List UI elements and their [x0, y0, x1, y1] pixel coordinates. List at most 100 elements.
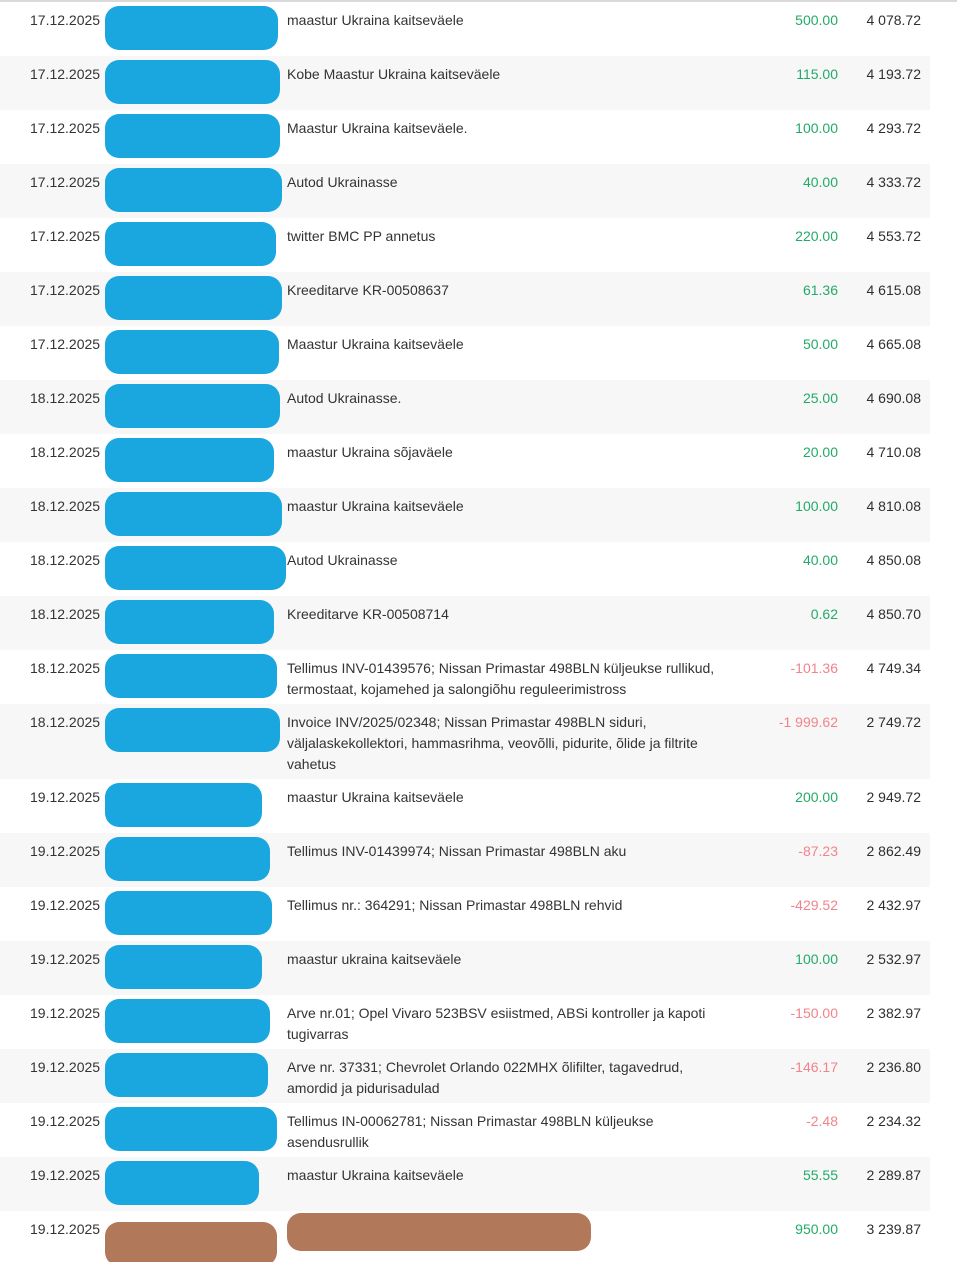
- transaction-row[interactable]: 17.12.2025 Kreeditarve KR-00508637 61.36…: [0, 272, 930, 326]
- redacted-payer-name: [105, 1107, 277, 1151]
- transaction-date: 19.12.2025: [30, 1167, 101, 1183]
- transaction-row[interactable]: 17.12.2025 twitter BMC PP annetus 220.00…: [0, 218, 930, 272]
- transaction-amount: -429.52: [790, 897, 838, 913]
- transaction-description: Tellimus nr.: 364291; Nissan Primastar 4…: [287, 897, 623, 913]
- transaction-row[interactable]: 19.12.2025 Tellimus IN-00062781; Nissan …: [0, 1103, 930, 1157]
- transaction-amount: 25.00: [802, 390, 838, 406]
- account-balance: 4 665.08: [866, 336, 922, 352]
- payer-cell: [105, 276, 287, 320]
- transaction-row[interactable]: 19.12.2025 maastur Ukraina kaitseväele 2…: [0, 779, 930, 833]
- transaction-description: Invoice INV/2025/02348; Nissan Primastar…: [287, 714, 698, 772]
- transaction-amount: 0.62: [810, 606, 838, 622]
- transaction-row[interactable]: 18.12.2025 Invoice INV/2025/02348; Nissa…: [0, 704, 930, 779]
- transaction-row[interactable]: 18.12.2025 Tellimus INV-01439576; Nissan…: [0, 650, 930, 704]
- account-balance: 3 239.87: [866, 1221, 922, 1237]
- account-balance: 4 749.34: [866, 660, 922, 676]
- transaction-row[interactable]: 17.12.2025 Maastur Ukraina kaitseväele. …: [0, 110, 930, 164]
- transaction-row[interactable]: 18.12.2025 maastur Ukraina kaitseväele 1…: [0, 488, 930, 542]
- redacted-payer-name: [105, 1053, 268, 1097]
- account-balance: 4 193.72: [866, 66, 922, 82]
- transaction-row[interactable]: 19.12.2025 Arve nr. 37331; Chevrolet Orl…: [0, 1049, 930, 1103]
- redacted-description: [287, 1213, 591, 1251]
- transaction-amount: 20.00: [802, 444, 838, 460]
- account-balance: 4 810.08: [866, 498, 922, 514]
- payer-cell: [105, 222, 287, 266]
- transaction-row[interactable]: 18.12.2025 Autod Ukrainasse 40.00 4 850.…: [0, 542, 930, 596]
- payer-cell: [105, 708, 287, 752]
- transaction-description: maastur ukraina kaitseväele: [287, 951, 462, 967]
- redacted-payer-name: [105, 6, 278, 50]
- account-balance: 4 293.72: [866, 120, 922, 136]
- payer-cell: [105, 492, 287, 536]
- payer-cell: [105, 891, 287, 935]
- payer-cell: [105, 654, 287, 698]
- payer-cell: [105, 945, 287, 989]
- transaction-description: Arve nr.01; Opel Vivaro 523BSV esiistmed…: [287, 1005, 706, 1042]
- redacted-payer-name: [105, 837, 270, 881]
- transaction-date: 19.12.2025: [30, 897, 101, 913]
- transaction-amount: 40.00: [802, 552, 838, 568]
- payer-cell: [105, 1053, 287, 1097]
- transaction-amount: 40.00: [802, 174, 838, 190]
- transaction-amount: 500.00: [795, 12, 838, 28]
- transaction-row[interactable]: 18.12.2025 maastur Ukraina sõjaväele 20.…: [0, 434, 930, 488]
- transaction-description: maastur Ukraina sõjaväele: [287, 444, 453, 460]
- transaction-date: 17.12.2025: [30, 120, 101, 136]
- transaction-description: maastur Ukraina kaitseväele: [287, 789, 464, 805]
- transaction-row[interactable]: 19.12.2025 maastur ukraina kaitseväele 1…: [0, 941, 930, 995]
- account-balance: 2 289.87: [866, 1167, 922, 1183]
- transaction-date: 17.12.2025: [30, 12, 101, 28]
- transaction-amount: -101.36: [790, 660, 838, 676]
- transaction-row[interactable]: 18.12.2025 Autod Ukrainasse. 25.00 4 690…: [0, 380, 930, 434]
- transaction-row[interactable]: 19.12.2025 950.00 3 239.87: [0, 1211, 930, 1262]
- redacted-payer-name: [105, 330, 279, 374]
- account-balance: 4 553.72: [866, 228, 922, 244]
- transaction-row[interactable]: 19.12.2025 maastur Ukraina kaitseväele 5…: [0, 1157, 930, 1211]
- transaction-row[interactable]: 17.12.2025 maastur Ukraina kaitseväele 5…: [0, 2, 930, 56]
- redacted-payer-name: [105, 945, 262, 989]
- payer-cell: [105, 1161, 287, 1205]
- transaction-amount: 55.55: [802, 1167, 838, 1183]
- transaction-row[interactable]: 19.12.2025 Arve nr.01; Opel Vivaro 523BS…: [0, 995, 930, 1049]
- transaction-row[interactable]: 19.12.2025 Tellimus INV-01439974; Nissan…: [0, 833, 930, 887]
- transaction-row[interactable]: 18.12.2025 Kreeditarve KR-00508714 0.62 …: [0, 596, 930, 650]
- transaction-row[interactable]: 17.12.2025 Maastur Ukraina kaitseväele 5…: [0, 326, 930, 380]
- transaction-date: 19.12.2025: [30, 789, 101, 805]
- transaction-date: 17.12.2025: [30, 228, 101, 244]
- account-balance: 2 382.97: [866, 1005, 922, 1021]
- transaction-amount: 100.00: [795, 951, 838, 967]
- transaction-date: 18.12.2025: [30, 390, 101, 406]
- transaction-description: Tellimus INV-01439576; Nissan Primastar …: [287, 660, 715, 697]
- transaction-amount: 950.00: [795, 1221, 838, 1237]
- transaction-date: 18.12.2025: [30, 444, 101, 460]
- transaction-row[interactable]: 17.12.2025 Autod Ukrainasse 40.00 4 333.…: [0, 164, 930, 218]
- transaction-date: 19.12.2025: [30, 1059, 101, 1075]
- transaction-date: 18.12.2025: [30, 714, 101, 730]
- transaction-date: 18.12.2025: [30, 498, 101, 514]
- redacted-payer-name: [105, 168, 282, 212]
- payer-cell: [105, 60, 287, 104]
- account-balance: 2 234.32: [866, 1113, 922, 1129]
- payer-cell: [105, 600, 287, 644]
- transaction-row[interactable]: 19.12.2025 Tellimus nr.: 364291; Nissan …: [0, 887, 930, 941]
- redacted-payer-name: [105, 654, 277, 698]
- redacted-payer-name: [105, 384, 280, 428]
- redacted-payer-name: [105, 276, 282, 320]
- account-balance: 2 949.72: [866, 789, 922, 805]
- transaction-date: 19.12.2025: [30, 951, 101, 967]
- transaction-row[interactable]: 17.12.2025 Kobe Maastur Ukraina kaitsevä…: [0, 56, 930, 110]
- transaction-description: Autod Ukrainasse: [287, 174, 398, 190]
- transaction-amount: 50.00: [802, 336, 838, 352]
- payer-cell: [105, 384, 287, 428]
- payer-cell: [105, 783, 287, 827]
- transaction-amount: 200.00: [795, 789, 838, 805]
- redacted-payer-name: [105, 492, 282, 536]
- payer-cell: [105, 1219, 287, 1262]
- redacted-payer-name: [105, 783, 262, 827]
- transaction-date: 19.12.2025: [30, 1221, 101, 1237]
- transaction-amount: 100.00: [795, 498, 838, 514]
- payer-cell: [105, 999, 287, 1043]
- redacted-payer-name: [105, 600, 274, 644]
- transaction-amount: -2.48: [806, 1113, 838, 1129]
- transaction-date: 18.12.2025: [30, 552, 101, 568]
